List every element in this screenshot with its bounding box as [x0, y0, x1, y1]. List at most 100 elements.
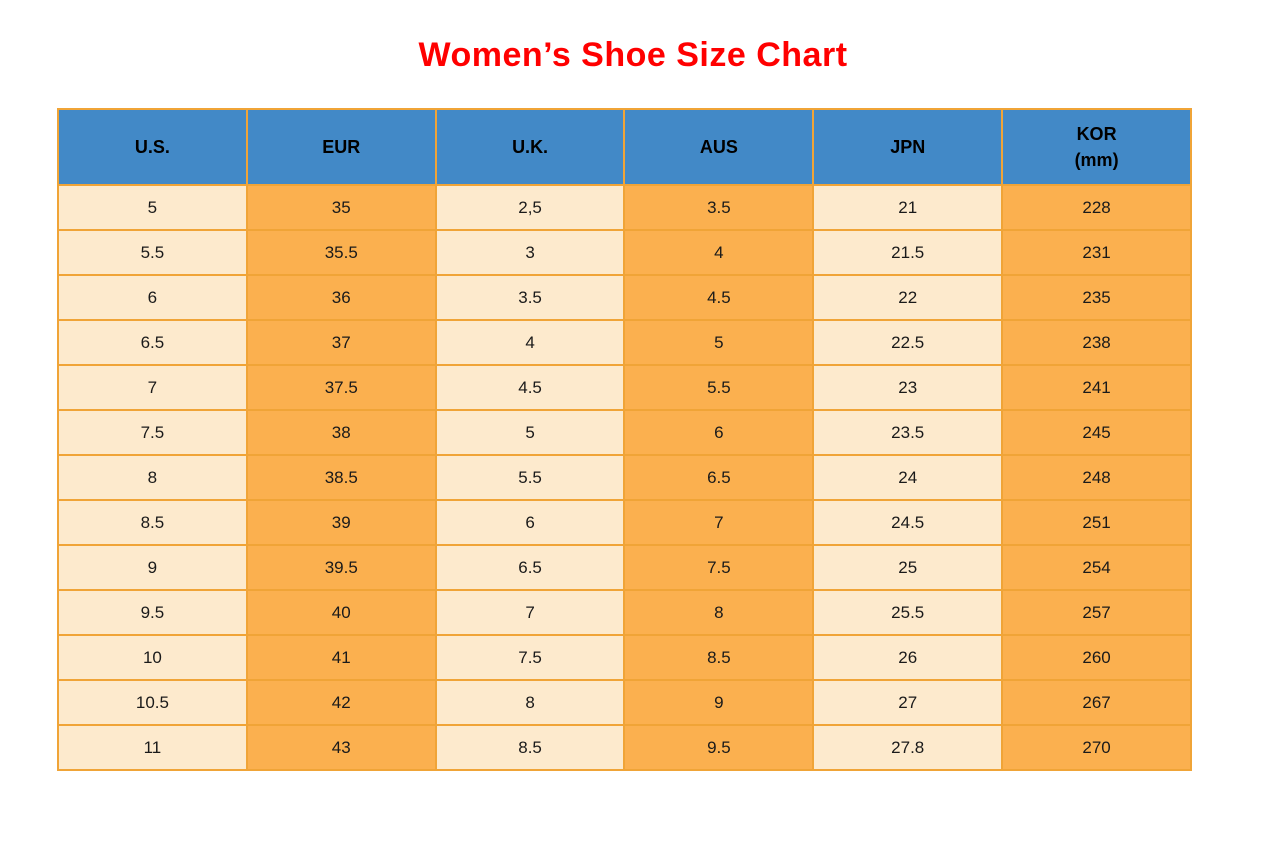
column-header-label: U.S.: [134, 136, 170, 157]
table-cell: 36: [245, 274, 437, 321]
table-cell: 41: [245, 634, 437, 681]
table-cell: 7.5: [623, 544, 815, 591]
column-header-jpn: JPN: [812, 108, 1004, 186]
table-cell: 25.5: [812, 589, 1004, 636]
table-row: 6 36 3.5 4.5 22 235: [57, 274, 1192, 321]
column-header-label: U.K.: [512, 136, 549, 157]
column-header-us: U.S.: [57, 108, 248, 186]
column-header-uk: U.K.: [434, 108, 626, 186]
table-cell: 27.8: [812, 724, 1004, 771]
table-cell: 21.5: [812, 229, 1004, 276]
table-cell: 38.5: [245, 454, 437, 501]
table-cell: 35.5: [245, 229, 437, 276]
table-cell: 7.5: [57, 409, 248, 456]
table-cell: 6.5: [434, 544, 626, 591]
table-cell: 267: [1001, 679, 1192, 726]
column-header-aus: AUS: [623, 108, 815, 186]
table-cell: 26: [812, 634, 1004, 681]
table-cell: 238: [1001, 319, 1192, 366]
table-cell: 254: [1001, 544, 1192, 591]
table-row: 5 35 2,5 3.5 21 228: [57, 184, 1192, 231]
table-cell: 10: [57, 634, 248, 681]
table-cell: 7: [434, 589, 626, 636]
table-cell: 22.5: [812, 319, 1004, 366]
table-cell: 3: [434, 229, 626, 276]
header-row: U.S. EUR U.K. AUS JPN KOR (mm): [57, 108, 1192, 186]
table-cell: 39: [245, 499, 437, 546]
table-cell: 23: [812, 364, 1004, 411]
table-cell: 11: [57, 724, 248, 771]
table-cell: 35: [245, 184, 437, 231]
table-cell: 37: [245, 319, 437, 366]
table-cell: 6: [434, 499, 626, 546]
column-header-label: EUR: [322, 136, 361, 157]
table-cell: 40: [245, 589, 437, 636]
table-cell: 235: [1001, 274, 1192, 321]
table-cell: 7: [57, 364, 248, 411]
table-cell: 251: [1001, 499, 1192, 546]
table-cell: 38: [245, 409, 437, 456]
table-cell: 9: [623, 679, 815, 726]
table-cell: 43: [245, 724, 437, 771]
table-cell: 4.5: [623, 274, 815, 321]
table-cell: 22: [812, 274, 1004, 321]
table-cell: 24: [812, 454, 1004, 501]
table-cell: 3.5: [434, 274, 626, 321]
table-row: 5.5 35.5 3 4 21.5 231: [57, 229, 1192, 276]
table-cell: 260: [1001, 634, 1192, 681]
table-cell: 4.5: [434, 364, 626, 411]
table-cell: 7: [623, 499, 815, 546]
table-cell: 6.5: [623, 454, 815, 501]
table-cell: 27: [812, 679, 1004, 726]
table-cell: 10.5: [57, 679, 248, 726]
table-cell: 8: [434, 679, 626, 726]
table-cell: 4: [623, 229, 815, 276]
table-cell: 245: [1001, 409, 1192, 456]
column-header-sublabel: (mm): [1074, 150, 1119, 170]
table-row: 7 37.5 4.5 5.5 23 241: [57, 364, 1192, 411]
table-cell: 24.5: [812, 499, 1004, 546]
column-header-eur: EUR: [245, 108, 437, 186]
table-cell: 9.5: [57, 589, 248, 636]
table-row: 7.5 38 5 6 23.5 245: [57, 409, 1192, 456]
table-cell: 8: [57, 454, 248, 501]
table-cell: 2,5: [434, 184, 626, 231]
table-cell: 241: [1001, 364, 1192, 411]
table-row: 10 41 7.5 8.5 26 260: [57, 634, 1192, 681]
table-cell: 37.5: [245, 364, 437, 411]
table-row: 9 39.5 6.5 7.5 25 254: [57, 544, 1192, 591]
table-cell: 39.5: [245, 544, 437, 591]
table-cell: 3.5: [623, 184, 815, 231]
table-row: 6.5 37 4 5 22.5 238: [57, 319, 1192, 366]
table-cell: 231: [1001, 229, 1192, 276]
table-row: 10.5 42 8 9 27 267: [57, 679, 1192, 726]
table-cell: 8.5: [623, 634, 815, 681]
table-cell: 8: [623, 589, 815, 636]
table-cell: 270: [1001, 724, 1192, 771]
table-cell: 6: [57, 274, 248, 321]
table-cell: 228: [1001, 184, 1192, 231]
page-title: Women’s Shoe Size Chart: [418, 36, 848, 74]
table-cell: 5.5: [623, 364, 815, 411]
table-cell: 5.5: [57, 229, 248, 276]
table-cell: 6: [623, 409, 815, 456]
table-row: 11 43 8.5 9.5 27.8 270: [57, 724, 1192, 771]
table-cell: 5.5: [434, 454, 626, 501]
table-row: 9.5 40 7 8 25.5 257: [57, 589, 1192, 636]
table-cell: 5: [623, 319, 815, 366]
table-row: 8 38.5 5.5 6.5 24 248: [57, 454, 1192, 501]
table-cell: 25: [812, 544, 1004, 591]
column-header-kor: KOR (mm): [1001, 108, 1192, 186]
table-cell: 257: [1001, 589, 1192, 636]
column-header-label: AUS: [699, 136, 738, 157]
column-header-label: JPN: [890, 136, 926, 157]
table-row: 8.5 39 6 7 24.5 251: [57, 499, 1192, 546]
table-cell: 5: [434, 409, 626, 456]
table-cell: 9.5: [623, 724, 815, 771]
column-header-label: KOR: [1076, 123, 1117, 144]
table-cell: 6.5: [57, 319, 248, 366]
table-cell: 42: [245, 679, 437, 726]
table-cell: 9: [57, 544, 248, 591]
table-cell: 4: [434, 319, 626, 366]
